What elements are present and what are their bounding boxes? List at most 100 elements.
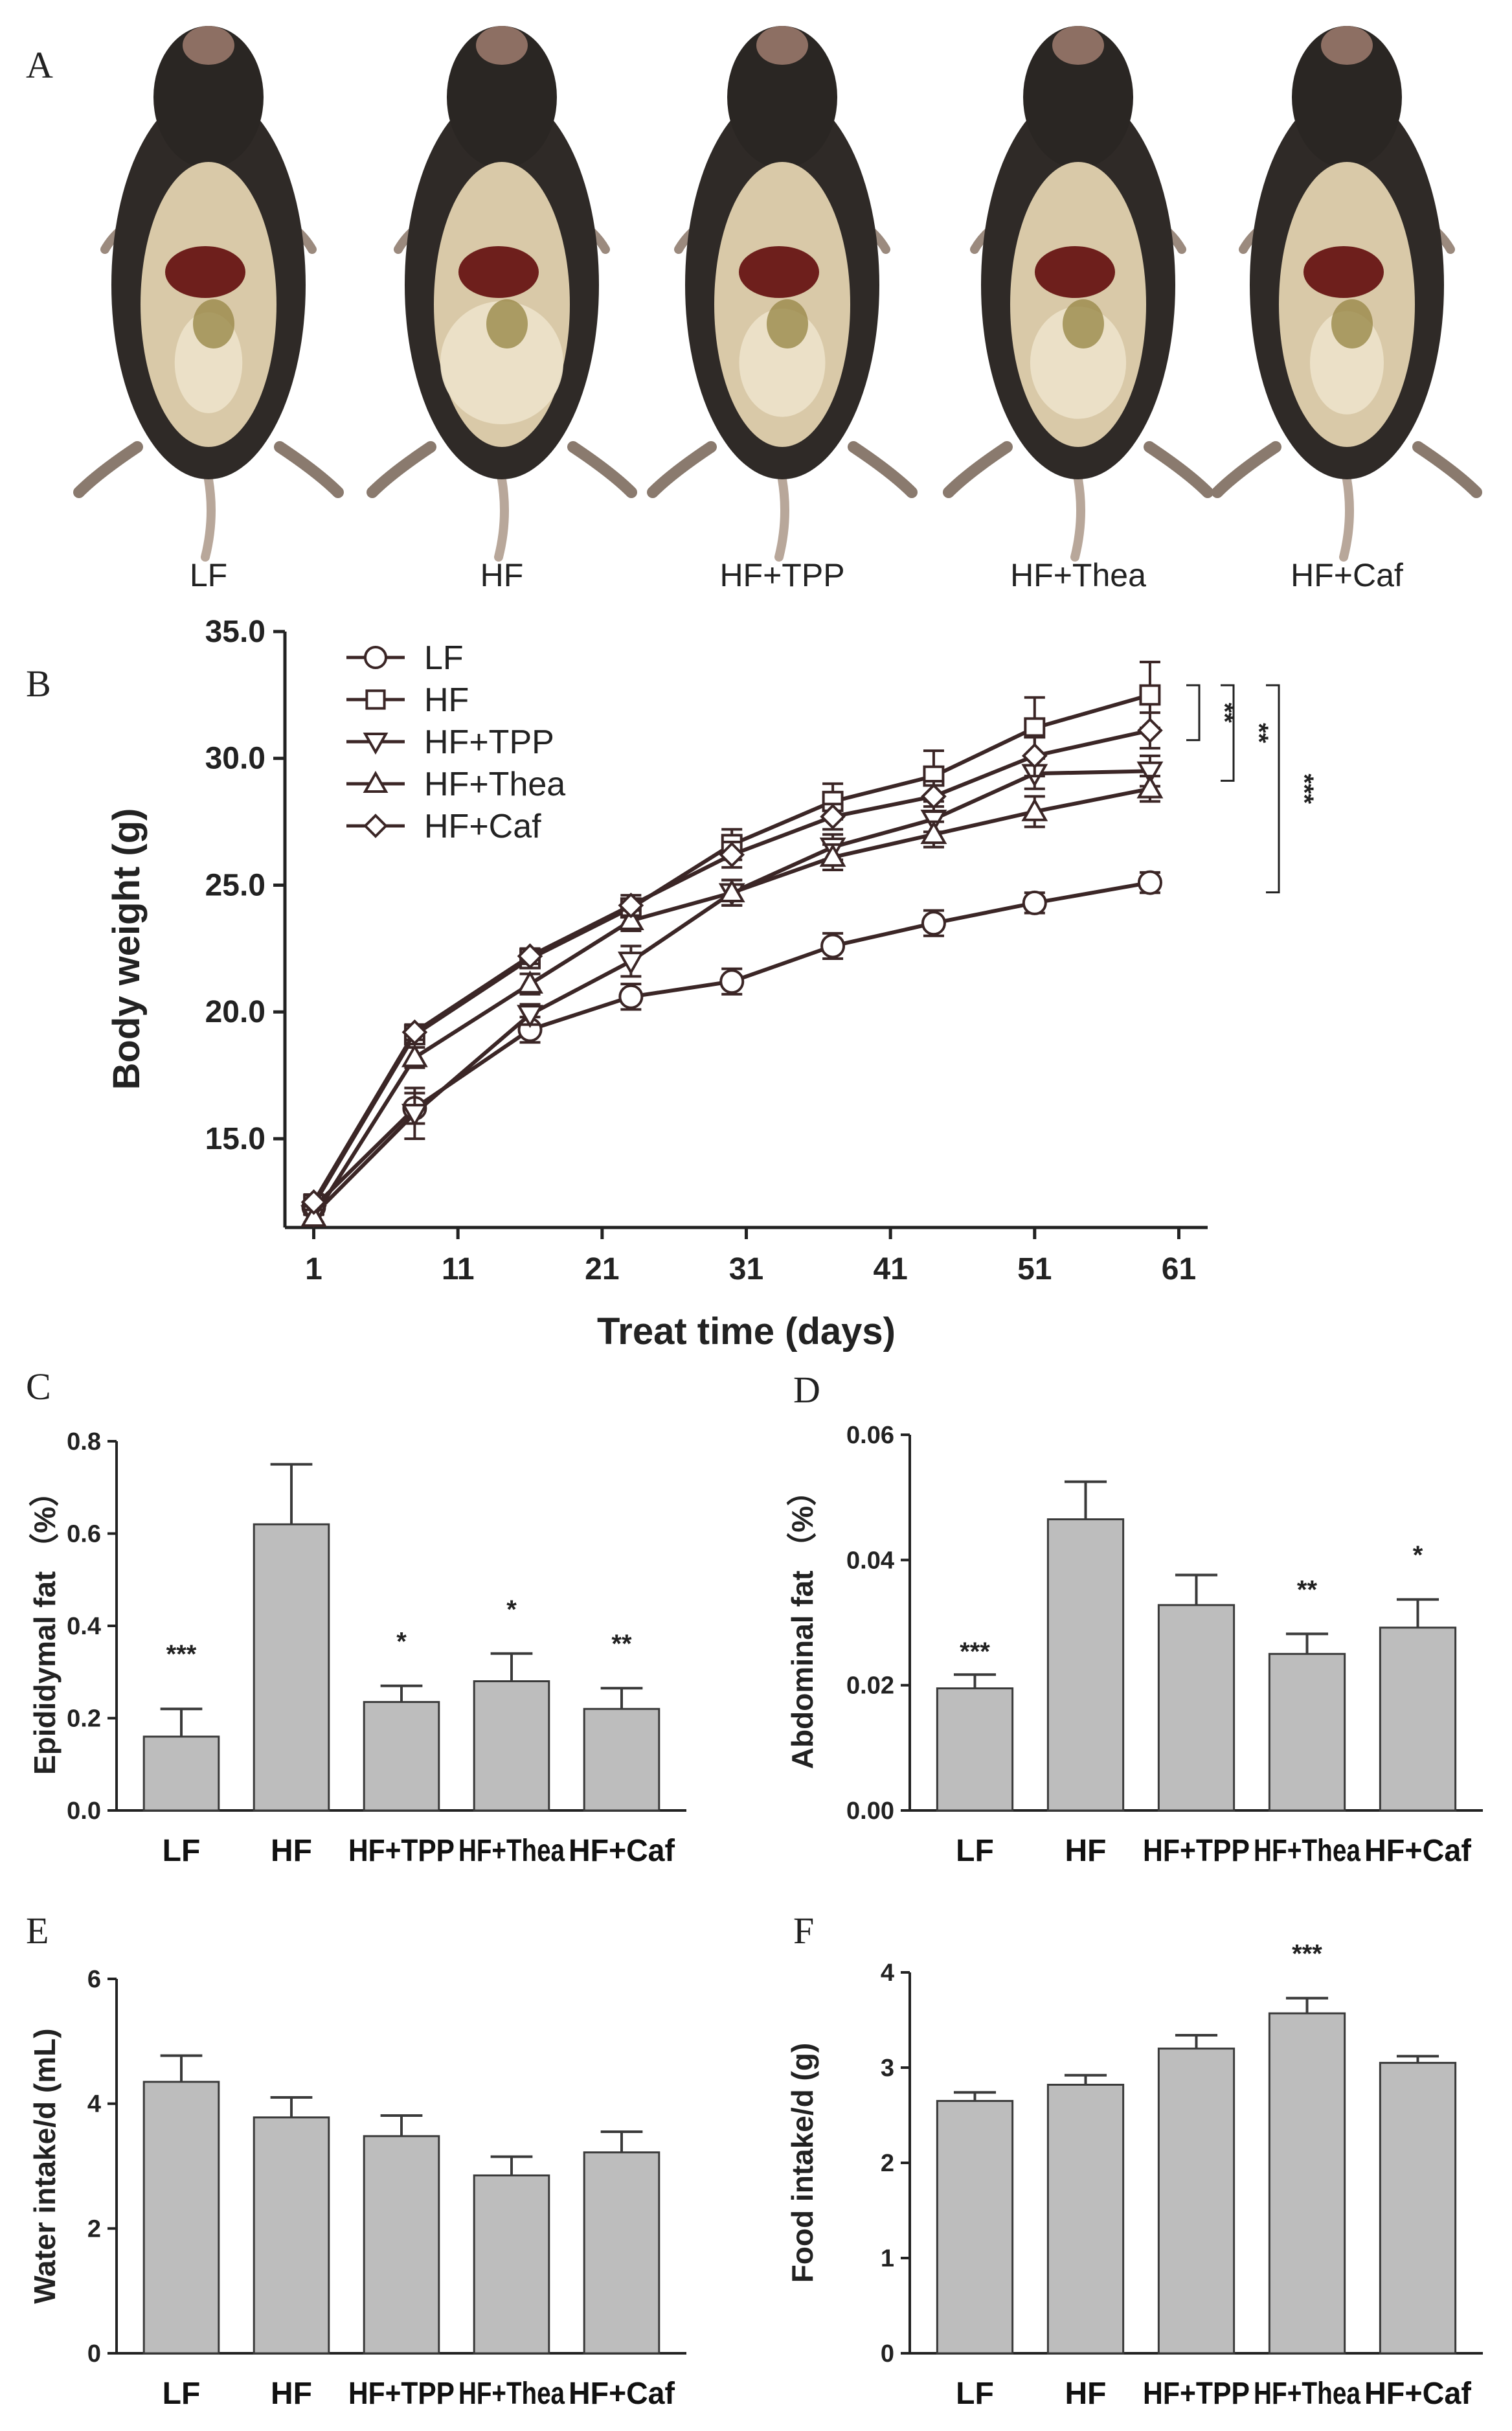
category-label: HF <box>271 2377 312 2411</box>
mouse-photo <box>943 26 1213 562</box>
mouse-photo-row <box>73 26 1482 562</box>
data-point-marker <box>1139 684 1161 706</box>
mouse-intestine <box>486 299 528 348</box>
mouse-intestine <box>193 299 234 348</box>
mouse-tail <box>1070 475 1085 562</box>
x-tick-label: 11 <box>442 1252 475 1286</box>
mouse-liver <box>165 246 245 298</box>
panel-letter-e: E <box>26 1910 49 1952</box>
legend-label: HF+TPP <box>424 724 554 761</box>
significance-label: * <box>506 1595 517 1624</box>
bar <box>1157 2048 1236 2355</box>
category-label: HF+Caf <box>1364 1834 1472 1868</box>
data-point-marker <box>819 843 846 867</box>
legend-label: HF+Caf <box>424 808 541 845</box>
y-axis-title: Body weight (g) <box>106 808 148 1090</box>
data-point-marker <box>365 689 386 710</box>
y-axis-title: Water intake/d (mL) <box>28 2028 62 2303</box>
significance-label: *** <box>1292 1940 1322 1969</box>
y-tick-label: 35.0 <box>205 615 265 649</box>
data-point-marker <box>300 1189 327 1215</box>
food-intake-chart: 0 1 2 3 4 Food intake/d (g) LF HF HF+TPP HF+Thea *… <box>785 1940 1483 2411</box>
mouse-fat-pad <box>1030 306 1127 419</box>
significance-label: ** <box>1245 723 1273 744</box>
data-point-marker <box>363 814 388 838</box>
mouse-intestine <box>1331 299 1373 348</box>
mouse-leg <box>1412 441 1482 498</box>
mouse-head <box>447 26 557 168</box>
mouse-leg <box>73 441 143 498</box>
mouse-liver <box>458 246 539 298</box>
y-tick-label: 2 <box>87 2215 101 2243</box>
y-tick-label: 4 <box>881 1959 894 1987</box>
bar <box>583 2151 660 2355</box>
y-tick-label: 0.00 <box>846 1798 894 1825</box>
mouse-photo <box>367 26 637 562</box>
bar <box>1046 1518 1125 1812</box>
panel-letter-a: A <box>26 44 53 86</box>
bar <box>363 2135 440 2355</box>
mouse-leg <box>1212 441 1281 498</box>
y-axis-title: Abdominal fat （%） <box>785 1476 819 1769</box>
data-point-marker <box>921 783 947 810</box>
y-tick-label: 0.04 <box>846 1547 894 1574</box>
category-label: LF <box>956 1834 994 1868</box>
mouse-intestine <box>767 299 808 348</box>
category-label: LF <box>956 2377 994 2411</box>
legend-item: HF <box>346 681 469 719</box>
category-label: HF+Thea <box>1254 2377 1360 2411</box>
bar <box>473 1680 550 1812</box>
water-intake-chart: 0 2 4 6 Water intake/d (mL) LF HF HF+TPP HF+Thea… <box>28 1966 686 2411</box>
photo-label-hf-caf: HF+Caf <box>1291 557 1403 593</box>
mouse-snout <box>476 26 528 65</box>
data-point-marker <box>517 943 543 969</box>
bar <box>253 2116 330 2355</box>
y-tick-label: 0 <box>881 2340 894 2368</box>
y-tick-label: 0.2 <box>67 1706 101 1733</box>
significance-bracket: ** <box>1186 684 1239 742</box>
mouse-snout <box>183 26 234 65</box>
bracket-line <box>1266 684 1280 894</box>
y-axis-title: Food intake/d (g) <box>785 2043 819 2283</box>
category-label: HF+TPP <box>1143 2377 1250 2411</box>
mouse-leg <box>367 441 436 498</box>
panel-letter-c: C <box>26 1365 51 1408</box>
bar <box>936 2099 1014 2355</box>
y-tick-label: 4 <box>87 2091 101 2118</box>
data-point-marker <box>517 970 543 994</box>
legend-label: LF <box>424 639 464 677</box>
category-label: HF+TPP <box>348 2377 455 2411</box>
data-point-marker <box>363 770 389 793</box>
data-point-marker <box>401 1019 428 1045</box>
x-tick-label: 21 <box>585 1252 619 1286</box>
mouse-head <box>1023 26 1133 168</box>
legend-item: HF+Caf <box>346 808 541 845</box>
series-hf-caf <box>300 711 1163 1215</box>
data-point-marker <box>1136 775 1164 799</box>
y-tick-label: 0.0 <box>67 1798 101 1825</box>
bar <box>363 1701 440 1812</box>
significance-label: *** <box>960 1638 990 1666</box>
data-point-marker <box>820 933 846 959</box>
significance-label: * <box>396 1628 407 1656</box>
x-tick-label: 51 <box>1017 1252 1052 1286</box>
y-tick-label: 2 <box>881 2150 894 2177</box>
mouse-leg <box>1144 441 1213 498</box>
y-tick-label: 25.0 <box>205 868 265 902</box>
bar <box>142 2081 220 2355</box>
y-tick-label: 0.8 <box>67 1428 101 1455</box>
bar <box>1157 1604 1236 1812</box>
data-point-marker <box>1021 743 1048 769</box>
data-point-marker <box>718 879 745 902</box>
data-point-marker <box>1136 761 1164 785</box>
bar <box>473 2174 550 2355</box>
data-point-marker <box>719 969 745 994</box>
category-label: HF+Caf <box>569 2377 675 2411</box>
mouse-photo <box>1212 26 1482 562</box>
photo-label-lf: LF <box>190 557 227 593</box>
y-tick-label: 1 <box>881 2245 894 2272</box>
data-point-marker <box>719 841 745 868</box>
mouse-head <box>1292 26 1402 168</box>
